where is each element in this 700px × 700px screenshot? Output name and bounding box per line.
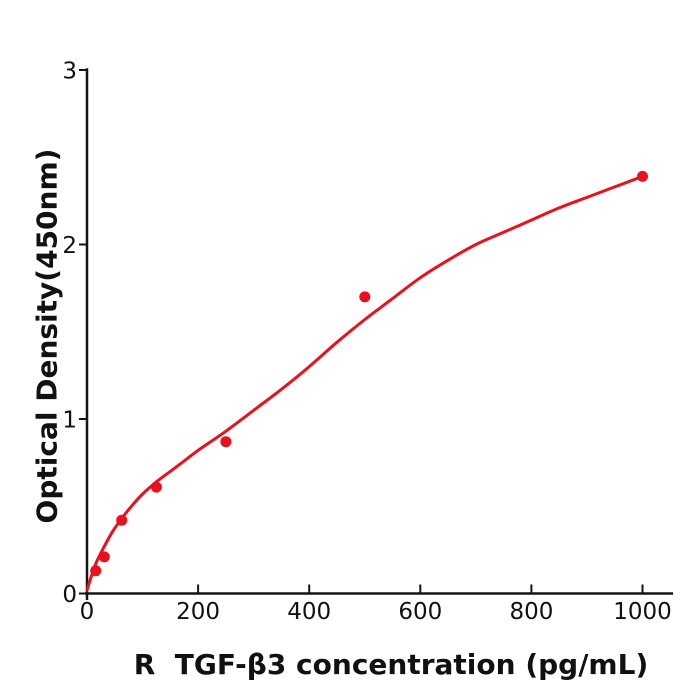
data-point [637,170,648,182]
x-tick-label: 200 [176,599,220,625]
x-tick-label: 0 [80,599,95,625]
y-tick-label: 1 [62,408,77,434]
x-tick-label: 1000 [613,599,672,625]
y-tick-label: 0 [62,582,77,608]
data-point [359,291,371,303]
data-point [220,436,232,448]
data-point [98,551,110,563]
x-tick-label: 800 [509,599,553,625]
x-axis-title: R TGF-β3 concentration (pg/mL) [133,648,649,681]
y-tick-label: 3 [62,59,77,85]
fit-curve [85,174,644,592]
y-axis-title: Optical Density(450nm) [30,148,64,524]
data-point [116,514,128,526]
data-point [90,565,102,577]
x-tick-label: 400 [287,599,331,625]
x-tick-label: 600 [398,599,442,625]
y-tick-label: 2 [62,233,77,259]
data-point [150,481,162,493]
